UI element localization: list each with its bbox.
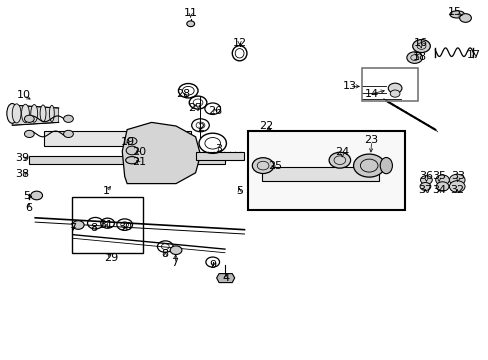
Text: 5: 5 (23, 191, 30, 201)
Text: 5: 5 (236, 186, 243, 196)
Text: 7: 7 (171, 258, 178, 268)
Text: 26: 26 (208, 106, 222, 116)
Bar (248, 131, 404, 210)
Circle shape (419, 183, 430, 190)
Text: 31: 31 (100, 220, 113, 230)
Circle shape (353, 154, 384, 177)
Text: 4: 4 (222, 273, 229, 283)
Circle shape (389, 90, 399, 97)
Text: 3: 3 (215, 144, 222, 154)
Circle shape (252, 158, 273, 174)
Text: 29: 29 (104, 253, 119, 264)
Text: 37: 37 (418, 185, 431, 195)
Ellipse shape (380, 158, 391, 174)
Text: 8: 8 (162, 249, 168, 259)
Text: 19: 19 (121, 137, 135, 147)
Text: 17: 17 (467, 50, 480, 60)
Polygon shape (216, 274, 234, 283)
Text: 8: 8 (90, 222, 97, 233)
Text: 16: 16 (413, 38, 427, 48)
Circle shape (328, 152, 350, 168)
Circle shape (186, 21, 194, 27)
Text: 32: 32 (449, 185, 463, 195)
Text: 23: 23 (364, 135, 378, 145)
Text: 14: 14 (364, 89, 378, 99)
Circle shape (63, 115, 73, 122)
Circle shape (412, 40, 429, 53)
Ellipse shape (449, 11, 464, 18)
Bar (29, 156, 224, 164)
Bar (72, 197, 143, 253)
Text: 33: 33 (451, 171, 465, 181)
Circle shape (448, 181, 464, 192)
Text: 25: 25 (267, 161, 281, 171)
Text: 12: 12 (232, 38, 246, 48)
Ellipse shape (40, 105, 46, 122)
Text: 6: 6 (25, 203, 32, 213)
Text: 35: 35 (431, 171, 445, 181)
Text: 10: 10 (17, 90, 30, 100)
Ellipse shape (12, 104, 21, 123)
Bar (44, 131, 190, 146)
Circle shape (448, 174, 464, 186)
Ellipse shape (21, 104, 29, 122)
Bar (195, 152, 244, 160)
Ellipse shape (7, 104, 18, 123)
Text: 22: 22 (259, 121, 273, 131)
Text: 28: 28 (176, 89, 190, 99)
Text: 2: 2 (197, 123, 203, 133)
Circle shape (170, 246, 182, 255)
Circle shape (406, 52, 422, 63)
Circle shape (459, 14, 470, 22)
Ellipse shape (49, 105, 54, 121)
Circle shape (127, 138, 137, 145)
Text: 20: 20 (132, 147, 146, 157)
Text: 18: 18 (412, 51, 426, 62)
Bar (261, 167, 378, 181)
Text: 27: 27 (188, 103, 203, 113)
Bar (361, 68, 417, 101)
Text: 15: 15 (447, 6, 461, 17)
Polygon shape (122, 122, 200, 184)
Circle shape (126, 146, 138, 155)
Text: 9: 9 (209, 260, 216, 270)
Circle shape (387, 83, 401, 93)
Text: 39: 39 (15, 153, 29, 163)
Circle shape (31, 191, 42, 200)
Text: 11: 11 (183, 8, 197, 18)
Text: 34: 34 (431, 185, 445, 195)
Text: 36: 36 (419, 171, 432, 181)
Text: 1: 1 (103, 186, 110, 196)
Text: 38: 38 (15, 169, 29, 179)
Text: 30: 30 (118, 222, 131, 232)
Ellipse shape (31, 104, 38, 122)
Text: 21: 21 (132, 157, 146, 167)
Text: 7: 7 (69, 222, 76, 233)
Ellipse shape (125, 157, 138, 164)
Circle shape (63, 130, 73, 138)
Circle shape (24, 130, 34, 138)
Circle shape (435, 182, 448, 191)
Circle shape (420, 176, 431, 184)
Polygon shape (12, 105, 59, 125)
Circle shape (72, 221, 84, 229)
Text: 24: 24 (334, 147, 349, 157)
Circle shape (435, 175, 448, 185)
Circle shape (24, 115, 34, 122)
Text: 13: 13 (342, 81, 356, 91)
